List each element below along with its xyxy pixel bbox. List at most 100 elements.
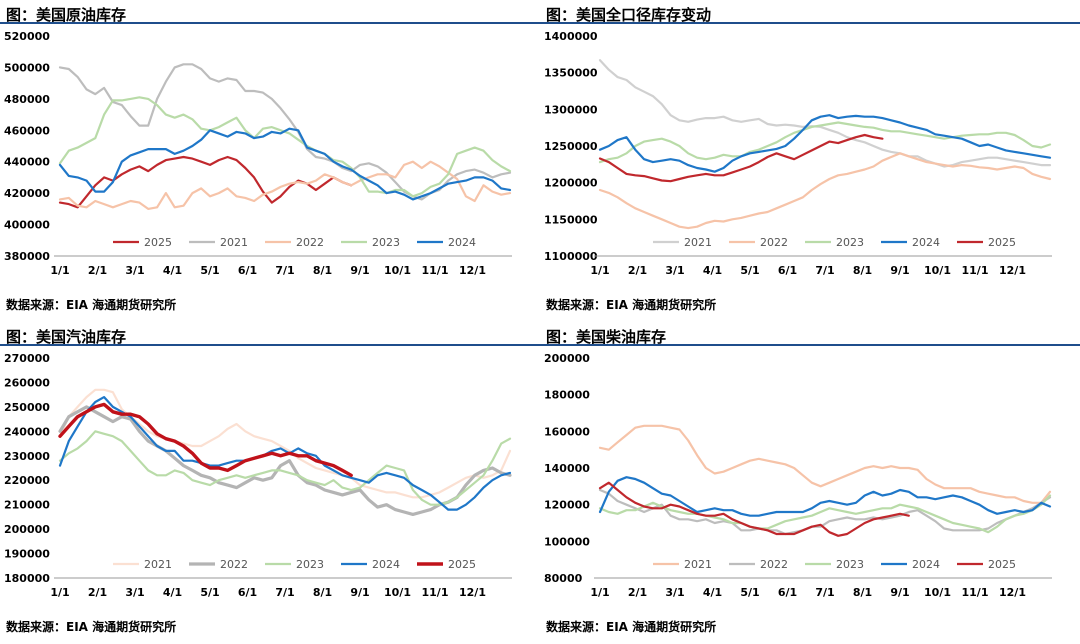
y-tick-label: 1400000	[544, 30, 598, 43]
legend-label: 2025	[448, 558, 476, 571]
y-tick-label: 270000	[4, 352, 50, 365]
x-tick-label: 10/1	[384, 264, 411, 277]
x-tick-label: 4/1	[703, 264, 722, 277]
x-tick-label: 6/1	[238, 586, 257, 599]
chart-title: 图：美国原油库存	[6, 6, 127, 24]
x-tick-label: 11/1	[422, 264, 449, 277]
x-tick-label: 9/1	[350, 264, 369, 277]
x-tick-label: 8/1	[313, 264, 332, 277]
x-tick-label: 7/1	[815, 586, 834, 599]
y-tick-label: 1250000	[544, 140, 598, 153]
x-tick-label: 4/1	[163, 264, 182, 277]
y-tick-label: 80000	[544, 572, 583, 585]
title-rule	[0, 344, 540, 346]
series-line-2025	[58, 402, 353, 478]
y-tick-label: 250000	[4, 401, 50, 414]
x-tick-label: 5/1	[200, 264, 219, 277]
chart-title: 图：美国全口径库存变动	[546, 6, 712, 24]
legend-label: 2025	[988, 236, 1016, 249]
y-tick-label: 1200000	[544, 177, 598, 190]
x-tick-label: 6/1	[778, 264, 797, 277]
y-tick-label: 180000	[4, 572, 50, 585]
y-tick-label: 1100000	[544, 250, 598, 263]
x-tick-label: 2/1	[88, 264, 107, 277]
chart-plot: 180000 190000 200000 210000 220000 230000 2400…	[4, 352, 512, 599]
x-tick-label: 10/1	[384, 586, 411, 599]
chart-plot: 1100000 1150000 1200000 1250000 1300000 13500…	[544, 30, 1052, 277]
series-line-2021	[598, 424, 1052, 504]
x-tick-label: 4/1	[163, 586, 182, 599]
series-line-2021	[598, 59, 1052, 168]
x-tick-label: 3/1	[665, 264, 684, 277]
y-tick-label: 180000	[544, 389, 590, 402]
x-tick-label: 2/1	[628, 264, 647, 277]
title-rule	[0, 22, 540, 24]
x-tick-label: 7/1	[815, 264, 834, 277]
series-line-2022	[598, 488, 1052, 536]
legend-label: 2024	[912, 236, 940, 249]
legend-label: 2022	[296, 236, 324, 249]
series-line-2024	[58, 127, 512, 201]
data-source: 数据来源：EIA 海通期货研究所	[546, 298, 717, 312]
x-tick-label: 11/1	[962, 586, 989, 599]
x-tick-label: 1/1	[50, 586, 69, 599]
legend-label: 2022	[220, 558, 248, 571]
x-tick-label: 12/1	[999, 264, 1026, 277]
y-tick-label: 220000	[4, 474, 50, 487]
y-tick-label: 1350000	[544, 67, 598, 80]
series-line-2024	[598, 476, 1052, 517]
x-tick-label: 10/1	[924, 586, 951, 599]
x-tick-label: 3/1	[125, 264, 144, 277]
x-tick-label: 2/1	[88, 586, 107, 599]
y-tick-label: 380000	[4, 250, 50, 263]
x-tick-label: 9/1	[890, 264, 909, 277]
y-tick-label: 240000	[4, 425, 50, 438]
series-line-2024	[598, 114, 1052, 173]
x-tick-label: 8/1	[853, 586, 872, 599]
x-tick-label: 6/1	[778, 586, 797, 599]
legend-label: 2022	[760, 236, 788, 249]
data-source: 数据来源：EIA 海通期货研究所	[6, 298, 177, 312]
x-tick-label: 10/1	[924, 264, 951, 277]
legend-label: 2021	[684, 236, 712, 249]
legend-label: 2025	[988, 558, 1016, 571]
y-tick-label: 1300000	[544, 103, 598, 116]
legend-label: 2022	[760, 558, 788, 571]
panel-diesel-inventory: 图：美国柴油库存 80000 100000 120000 140000 160000 18…	[540, 322, 1080, 644]
series-line-2023	[58, 430, 512, 506]
x-tick-label: 11/1	[422, 586, 449, 599]
x-tick-label: 6/1	[238, 264, 257, 277]
y-tick-label: 190000	[4, 548, 50, 561]
y-tick-label: 440000	[4, 156, 50, 169]
x-tick-label: 5/1	[200, 586, 219, 599]
legend-label: 2021	[220, 236, 248, 249]
series-line-2022	[598, 152, 1052, 230]
x-tick-label: 12/1	[459, 264, 486, 277]
x-tick-label: 5/1	[740, 264, 759, 277]
y-tick-label: 520000	[4, 30, 50, 43]
panel-gasoline-inventory: 图：美国汽油库存 180000 190000 200000 210000 220000 2…	[0, 322, 540, 644]
y-tick-label: 140000	[544, 462, 590, 475]
legend-label: 2023	[372, 236, 400, 249]
data-source: 数据来源：EIA 海通期货研究所	[6, 620, 177, 634]
series-line-2023	[598, 121, 1052, 164]
panel-crude-inventory: 图：美国原油库存 380000 400000 420000 440000 460000 4…	[0, 0, 540, 322]
x-tick-label: 11/1	[962, 264, 989, 277]
x-tick-label: 7/1	[275, 264, 294, 277]
series-line-2025	[598, 481, 910, 537]
y-tick-label: 200000	[544, 352, 590, 365]
legend-label: 2021	[684, 558, 712, 571]
y-tick-label: 260000	[4, 376, 50, 389]
y-tick-label: 200000	[4, 523, 50, 536]
y-tick-label: 460000	[4, 124, 50, 137]
legend-label: 2024	[372, 558, 400, 571]
y-tick-label: 230000	[4, 450, 50, 463]
x-tick-label: 3/1	[665, 586, 684, 599]
x-tick-label: 8/1	[313, 586, 332, 599]
y-tick-label: 1150000	[544, 213, 598, 226]
legend-label: 2024	[448, 236, 476, 249]
series-line-2024	[58, 395, 512, 511]
data-source: 数据来源：EIA 海通期货研究所	[546, 620, 717, 634]
x-tick-label: 1/1	[590, 264, 609, 277]
y-tick-label: 400000	[4, 219, 50, 232]
